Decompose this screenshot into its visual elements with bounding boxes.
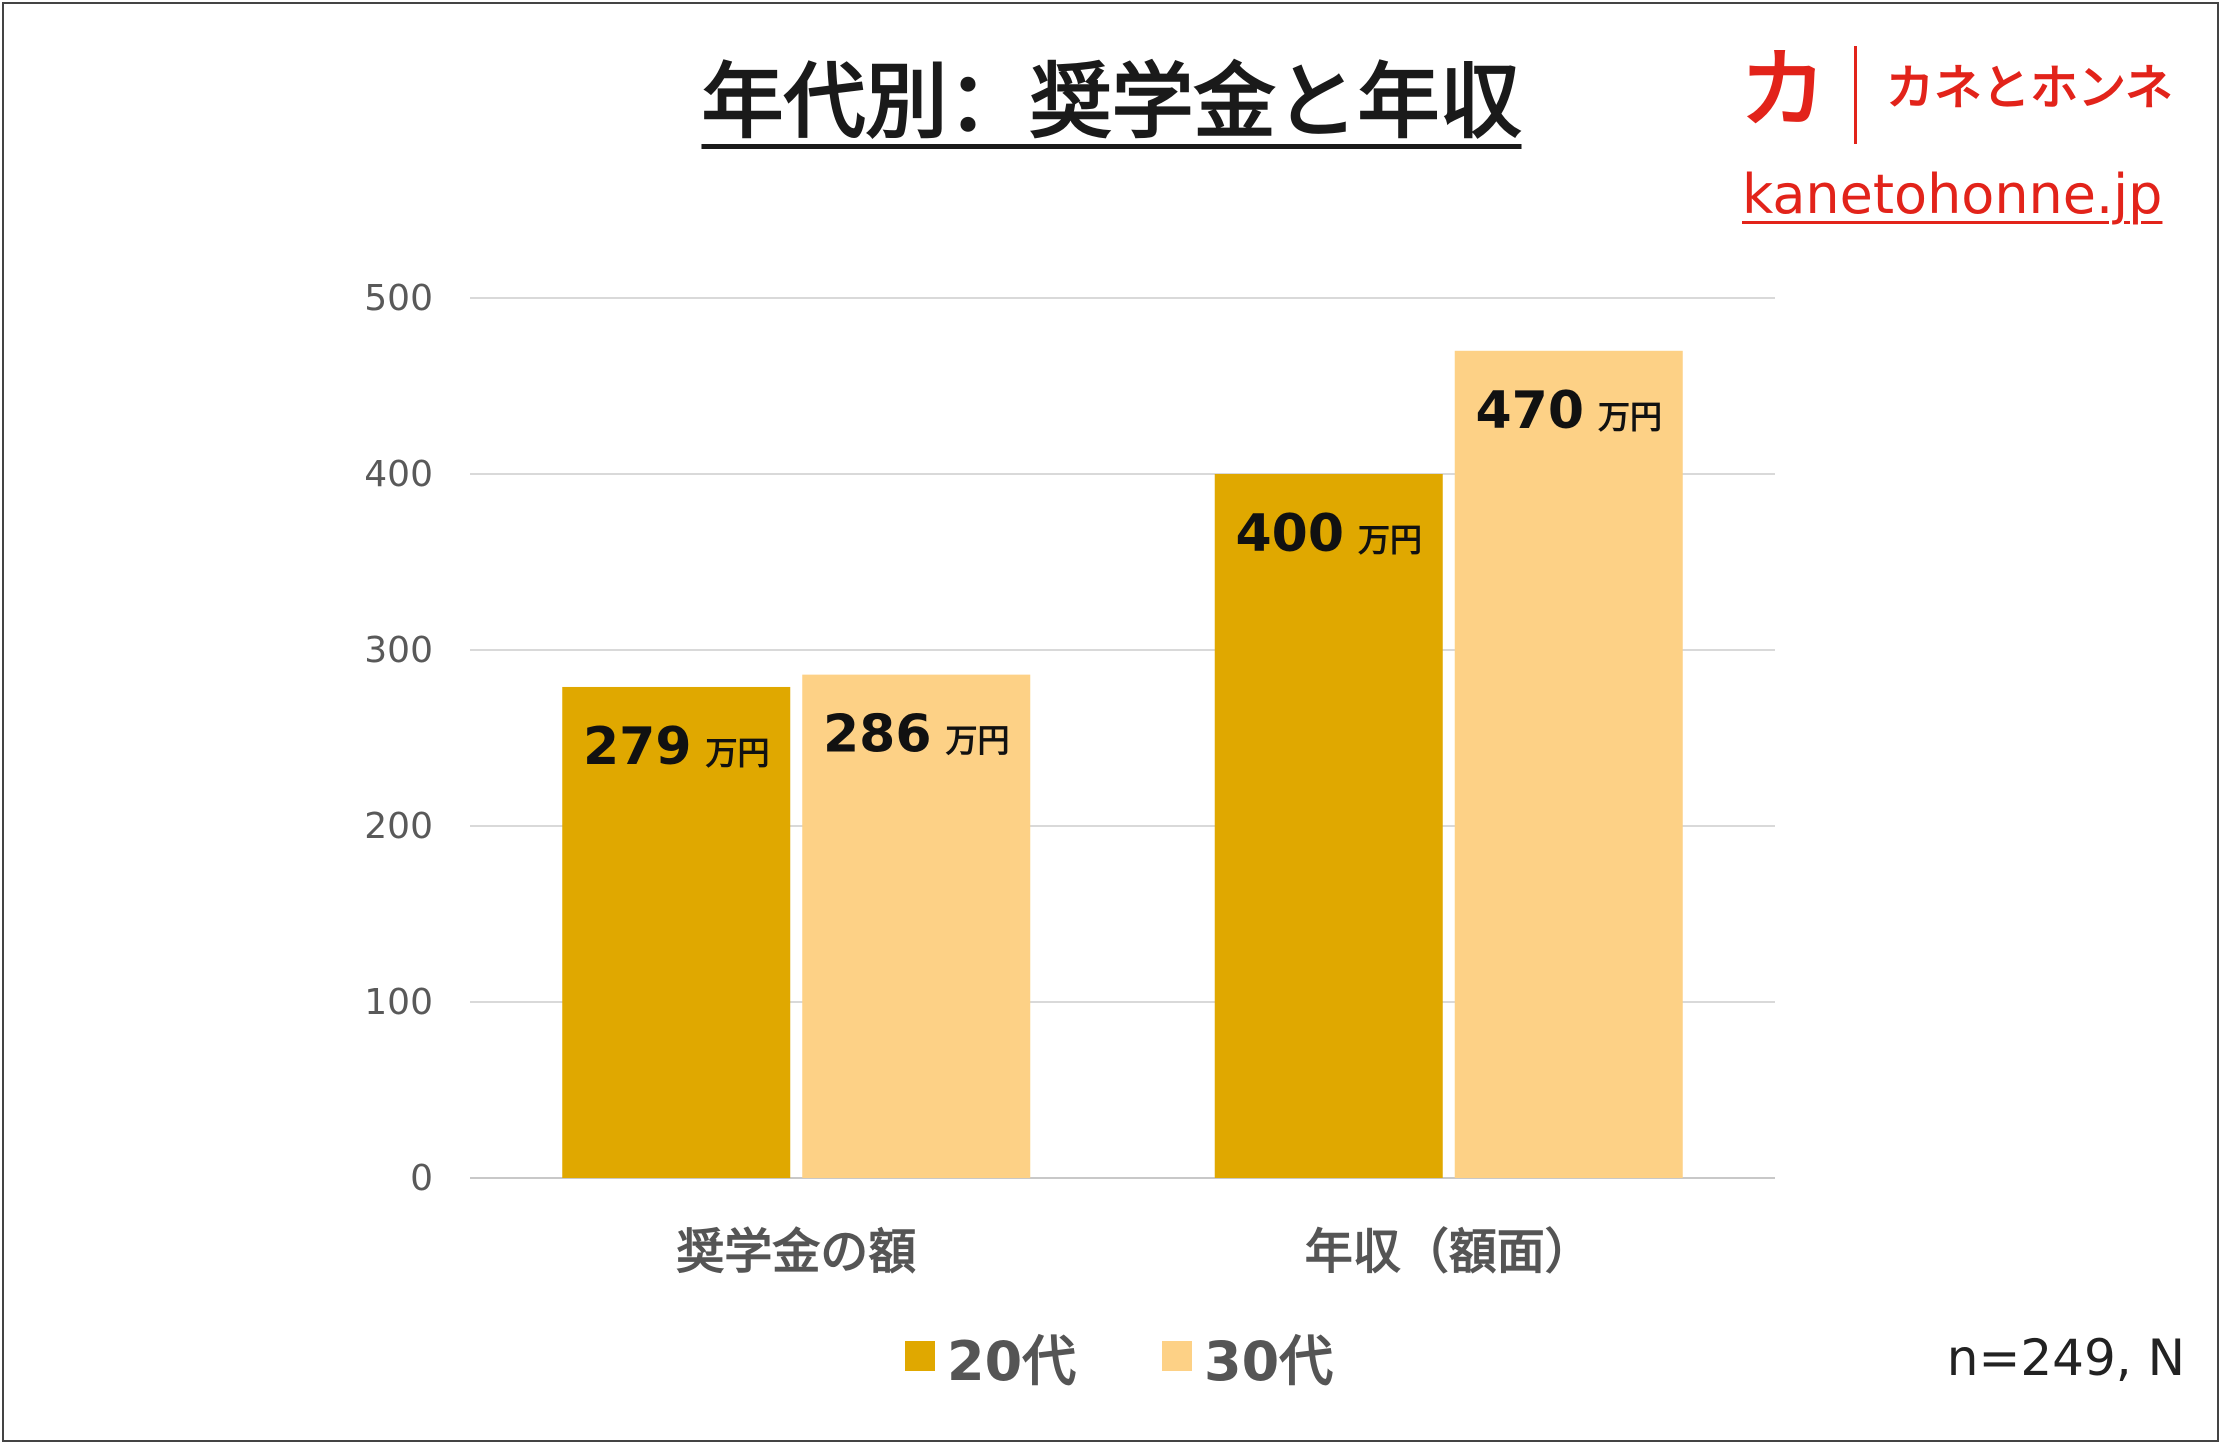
data-label: 470 万円 bbox=[1475, 381, 1662, 441]
y-tick-label: 400 bbox=[364, 454, 433, 495]
legend-swatch-series-2 bbox=[1162, 1341, 1192, 1371]
data-label: 286 万円 bbox=[823, 705, 1010, 765]
brand-mark: カ bbox=[1740, 40, 1826, 140]
chart-title-text: 年代別：奨学金と年収 bbox=[701, 55, 1522, 150]
y-axis-tick-labels: 0 100 200 300 400 500 bbox=[364, 278, 433, 1199]
bar-1-2 bbox=[1214, 474, 1443, 1178]
y-tick-label: 100 bbox=[364, 982, 433, 1023]
chart-title: 年代別：奨学金と年収 bbox=[0, 48, 2223, 158]
x-category-label: 年収（額面） bbox=[1305, 1224, 1593, 1280]
brand-separator bbox=[1854, 46, 1857, 144]
data-label: 400 万円 bbox=[1235, 504, 1422, 564]
y-tick-label: 200 bbox=[364, 806, 433, 847]
bars bbox=[562, 350, 1683, 1178]
sample-size-note: n=249, N bbox=[1946, 1329, 2185, 1387]
brand-url-link[interactable]: kanetohonne.jp bbox=[1742, 163, 2163, 226]
x-category-label: 奨学金の額 bbox=[676, 1224, 916, 1280]
bar-1-1 bbox=[562, 686, 791, 1178]
legend-label-series-1: 20代 bbox=[947, 1329, 1077, 1393]
data-label: 279 万円 bbox=[583, 717, 770, 777]
legend: 20代 30代 bbox=[0, 1316, 2223, 1396]
y-tick-label: 300 bbox=[364, 630, 433, 671]
y-tick-label: 500 bbox=[364, 278, 433, 319]
legend-swatch-series-1 bbox=[905, 1341, 935, 1371]
brand-logo: カ カネとホンネ bbox=[1740, 40, 2180, 150]
legend-label-series-2: 30代 bbox=[1204, 1329, 1334, 1393]
data-labels: 279 万円 286 万円 400 万円 470 万円 bbox=[583, 381, 1662, 777]
bar-2-2 bbox=[1454, 350, 1683, 1178]
legend-item-series-2: 30代 bbox=[1162, 1316, 1333, 1396]
legend-item-series-1: 20代 bbox=[905, 1316, 1076, 1396]
bar-2-1 bbox=[802, 674, 1031, 1178]
x-axis-category-labels: 奨学金の額 年収（額面） bbox=[676, 1224, 1593, 1280]
brand-name: カネとホンネ bbox=[1886, 60, 2174, 116]
y-tick-label: 0 bbox=[410, 1158, 433, 1199]
